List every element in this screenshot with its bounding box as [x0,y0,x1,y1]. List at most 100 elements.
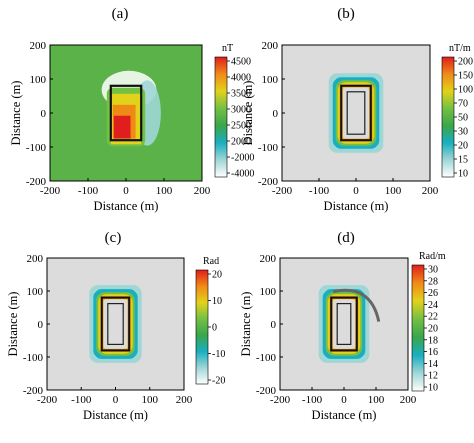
x-tick-label: 200 [422,185,439,197]
x-tick-label: 200 [176,394,193,406]
y-tick-label: 0 [38,319,44,331]
y-tick-label: -200 [256,385,277,397]
y-tick-label: -200 [258,176,279,188]
panel-label: (a) [112,6,129,22]
y-axis-label: Distance (m) [6,292,20,357]
colorbar-tick-label: 10 [458,169,468,180]
colorbar-tick-label: 200 [458,57,473,68]
colorbar-unit: nT/m [449,43,471,54]
panel-a: (a) -200 -100 0 100 200 200 100 0 -100 -200 Distanc… [9,6,254,213]
x-tick-label: 100 [156,185,173,197]
edge-band [332,77,380,149]
colorbar-tick-label: -2000 [231,153,254,164]
colorbar-unit: Rad [203,256,219,267]
panel-c: (c)-200 -100 0 100 2002001000-100-200Distanc… [6,230,225,422]
panel-label: (b) [337,6,355,22]
colorbar [195,269,209,385]
x-tick-label: -200 [270,394,291,406]
colorbar [214,56,228,178]
y-tick-label: -200 [23,385,44,397]
colorbar [411,264,425,392]
colorbar-tick-label: 3000 [231,105,251,116]
colorbar-tick-label: 16 [428,347,438,358]
x-tick-label: -100 [302,394,323,406]
colorbar-tick-label: 2500 [231,121,251,132]
edge-band [328,73,384,153]
y-tick-label: -100 [256,352,277,364]
colorbar-unit: Rad/m [419,251,446,262]
colorbar-unit: nT [222,43,233,54]
x-tick-label: -200 [37,394,58,406]
colorbar-tick-label: 14 [428,359,438,370]
colorbar [441,56,455,178]
colorbar-tick-label: 12 [428,371,438,382]
colorbar-tick-label: -10 [212,349,225,360]
colorbar-tick-label: 30 [428,265,438,276]
panel-label: (c) [105,230,122,246]
y-tick-label: 0 [273,108,279,120]
plot-area [47,258,184,390]
inner-outline [346,91,366,135]
x-tick-label: 0 [353,185,359,197]
y-tick-label: 200 [27,253,44,265]
panel-b: (b) -200 -100 0 100 200 200 100 0 -100 -200 Distanc… [241,6,473,213]
edge-band [93,289,138,359]
map-background [47,258,184,390]
x-tick-label: -100 [309,185,330,197]
y-tick-label: 0 [271,319,277,331]
y-tick-label: -200 [26,176,47,188]
anomaly-high [113,115,131,139]
edge-band [89,285,142,363]
x-tick-label: 0 [113,394,119,406]
colorbar-tick-label: -20 [212,376,225,387]
y-tick-label: 200 [30,40,47,52]
colorbar-tick-label: 30 [458,127,468,138]
y-tick-label: 200 [260,253,277,265]
artifact-arc [332,288,381,322]
y-tick-label: 200 [262,40,279,52]
body-outline [340,84,372,142]
colorbar-tick-label: 4000 [231,73,251,84]
x-tick-label: 100 [368,394,385,406]
y-axis-label: Distance (m) [9,81,23,146]
inner-outline [336,303,352,346]
y-tick-label: 100 [27,286,44,298]
body-outline [100,296,131,352]
y-axis-label: Distance (m) [241,81,255,146]
y-axis-label: Distance (m) [239,292,253,357]
x-axis-label: Distance (m) [83,408,148,422]
body-outline [330,296,358,352]
colorbar-tick-label: 18 [428,335,438,346]
y-tick-label: 100 [262,74,279,86]
colorbar-tick-label: 20 [212,270,222,281]
plot-area [50,45,202,181]
panel-label: (d) [337,230,355,246]
y-tick-label: -100 [26,142,47,154]
y-tick-label: -100 [258,142,279,154]
y-tick-label: 0 [41,108,47,120]
x-tick-label: 100 [385,185,402,197]
colorbar-tick-label: -4000 [231,169,254,180]
x-tick-label: 100 [142,394,159,406]
colorbar-tick-label: 26 [428,288,438,299]
plot-area [282,45,430,181]
x-tick-label: -200 [272,185,293,197]
colorbar-tick-label: 24 [428,300,438,311]
colorbar-tick-label: 15 [458,155,468,166]
colorbar-tick-label: 2000 [231,137,251,148]
edge-band [318,285,370,363]
map-background [282,45,430,181]
colorbar-tick-label: 20 [428,324,438,335]
y-tick-label: -100 [23,352,44,364]
x-axis-label: Distance (m) [94,199,159,213]
colorbar-tick-label: 150 [458,71,473,82]
x-tick-label: 0 [123,185,129,197]
x-tick-label: 200 [400,394,417,406]
x-axis-label: Distance (m) [324,199,389,213]
x-tick-label: 0 [341,394,347,406]
map-background [280,258,408,390]
colorbar-tick-label: 10 [428,383,438,394]
colorbar-tick-label: 10 [212,296,222,307]
colorbar-tick-label: 20 [458,141,468,152]
